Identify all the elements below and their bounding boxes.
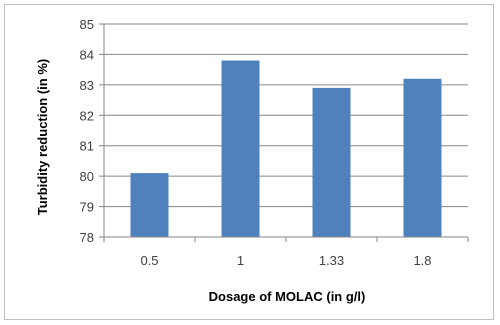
x-tick-label: 1.33 xyxy=(319,253,344,268)
y-tick-label: 80 xyxy=(80,169,94,184)
bar xyxy=(221,60,260,238)
bar xyxy=(130,173,169,237)
bar xyxy=(403,78,442,238)
x-tick-label: 1 xyxy=(237,253,244,268)
x-tick-label: 0.5 xyxy=(140,253,158,268)
x-axis-title: Dosage of MOLAC (in g/l) xyxy=(209,289,366,304)
y-tick-label: 85 xyxy=(80,17,94,32)
axes xyxy=(99,23,469,242)
y-axis-title: Turbidity reduction (in %) xyxy=(35,59,50,215)
y-tick-label: 84 xyxy=(80,47,94,62)
bar xyxy=(312,87,351,238)
y-tick-label: 81 xyxy=(80,139,94,154)
y-tick-labels: 78 79 80 81 82 83 84 85 xyxy=(80,17,94,245)
bars xyxy=(130,60,442,238)
y-tick-label: 82 xyxy=(80,108,94,123)
x-tick-label: 1.8 xyxy=(413,253,431,268)
y-tick-label: 79 xyxy=(80,200,94,215)
y-tick-label: 78 xyxy=(80,230,94,245)
x-tick-labels: 0.5 1 1.33 1.8 xyxy=(140,253,431,268)
y-tick-label: 83 xyxy=(80,78,94,93)
